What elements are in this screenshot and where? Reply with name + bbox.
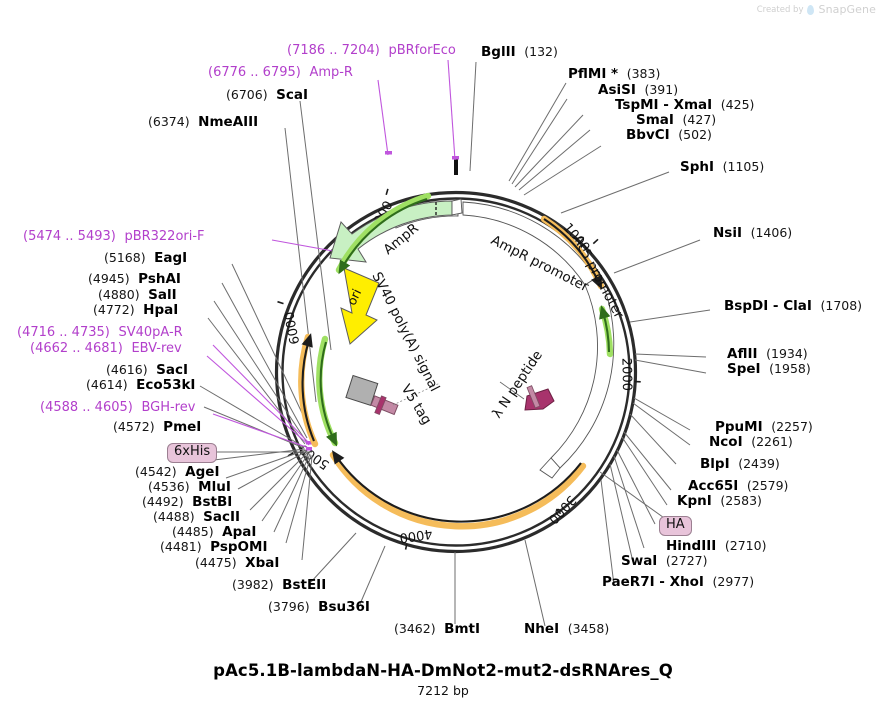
- enzyme-label-PaeR7I-XhoI: PaeR7I - XhoI (2977): [602, 574, 755, 590]
- feature-sv40-polya: [345, 374, 379, 407]
- enzyme-label-PshAI: (4945) PshAI: [88, 271, 181, 287]
- leader-lines-primers: [206, 59, 456, 449]
- enzyme-label-SpeI: SpeI (1958): [727, 361, 811, 377]
- enzyme-label-AgeI: (4542) AgeI: [135, 464, 220, 480]
- leader-lines-bottom: [310, 532, 546, 627]
- enzyme-label-Bsu36I: (3796) Bsu36I: [268, 599, 370, 615]
- enzyme-label-BstBI: (4492) BstBI: [142, 494, 233, 510]
- feature-label-sv40-polya: SV40 poly(A) signal: [368, 270, 442, 395]
- inner-direction-arrows: [298, 192, 614, 530]
- enzyme-label-NheI: NheI (3458): [524, 621, 610, 637]
- enzyme-label-NsiI: NsiI (1406): [713, 225, 793, 241]
- tick-label-6000: 6000: [282, 310, 303, 345]
- enzyme-label-BstEII: (3982) BstEII: [232, 577, 327, 593]
- feature-label-lambda-n-peptide: λ N peptide: [489, 348, 546, 422]
- primer-label-SV40pA-R: (4716 .. 4735) SV40pA-R: [17, 325, 183, 340]
- coordinate-ticks: [277, 188, 641, 550]
- created-by-label: Created by: [756, 4, 804, 15]
- enzyme-label-HindIII: HindIII (2710): [666, 538, 767, 554]
- leader-lines-left: [199, 100, 668, 561]
- feature-v5-tag: [370, 382, 441, 416]
- enzyme-label-BlpI: BlpI (2439): [700, 456, 780, 472]
- title-block: pAc5.1B-lambdaN-HA-DmNot2-mut2-dsRNAres_…: [0, 661, 886, 698]
- enzyme-label-SalI: (4880) SalI: [98, 287, 177, 303]
- primer-label-BGH-rev: (4588 .. 4605) BGH-rev: [40, 400, 196, 415]
- enzyme-label-SwaI: SwaI (2727): [621, 553, 708, 569]
- primer-label-pBR322ori-F: (5474 .. 5493) pBR322ori-F: [23, 229, 205, 244]
- leader-lines-top: [469, 61, 670, 214]
- enzyme-label-SphI: SphI (1105): [680, 159, 765, 175]
- plasmid-size: 7212 bp: [417, 683, 469, 698]
- feature-lambda-n-peptide: [499, 381, 555, 411]
- snapgene-credit: Created by SnapGene: [757, 3, 876, 16]
- tag-chip-6xHis: 6xHis: [167, 443, 218, 463]
- enzyme-label-BmtI: (3462) BmtI: [394, 621, 481, 637]
- enzyme-label-SmaI: SmaI (427): [636, 112, 717, 128]
- snapgene-drop-icon: [807, 4, 815, 15]
- enzyme-label-PpuMI: PpuMI (2257): [715, 419, 813, 435]
- leader-lines-right: [600, 239, 711, 586]
- enzyme-label-NmeAIII: (6374) NmeAIII: [148, 114, 259, 130]
- enzyme-label-AflII: AflII (1934): [727, 346, 808, 362]
- enzyme-label-BglII: BglII (132): [481, 44, 558, 60]
- enzyme-label-BbvCI: BbvCI (502): [626, 127, 712, 143]
- enzyme-label-Acc65I: Acc65I (2579): [688, 478, 789, 494]
- enzyme-label-MluI: (4536) MluI: [148, 479, 231, 495]
- enzyme-label-PmeI: (4572) PmeI: [113, 419, 202, 435]
- enzyme-label-ApaI: (4485) ApaI: [172, 524, 257, 540]
- enzyme-label-NcoI: NcoI (2261): [709, 434, 793, 450]
- enzyme-label-HpaI: (4772) HpaI: [93, 302, 179, 318]
- enzyme-label-SacI: (4616) SacI: [106, 362, 189, 378]
- enzyme-label-Eco53kI: (4614) Eco53kI: [86, 377, 196, 393]
- plasmid-title: pAc5.1B-lambdaN-HA-DmNot2-mut2-dsRNAres_…: [213, 661, 673, 680]
- primer-label-pBRforEco: (7186 .. 7204) pBRforEco: [287, 43, 456, 58]
- enzyme-label-SacII: (4488) SacII: [153, 509, 241, 525]
- enzyme-label-EagI: (5168) EagI: [104, 250, 188, 266]
- primer-label-Amp-R: (6776 .. 6795) Amp-R: [208, 65, 353, 80]
- feature-ac5-promoter: [462, 201, 615, 479]
- enzyme-label-PflMI: PflMI * (383): [568, 66, 661, 82]
- tick-label-2000: 2000: [618, 358, 634, 391]
- enzyme-label-AsiSI: AsiSI (391): [598, 82, 679, 98]
- enzyme-label-PspOMI: (4481) PspOMI: [160, 539, 268, 555]
- feature-label-ori: ori: [344, 286, 365, 307]
- snapgene-brand-label: SnapGene: [818, 3, 876, 16]
- enzyme-label-BspDI-ClaI: BspDI - ClaI (1708): [724, 298, 863, 314]
- enzyme-label-XbaI: (4475) XbaI: [195, 555, 280, 571]
- feature-ori: ori: [340, 267, 380, 345]
- tick-label-4000: 4000: [398, 525, 433, 544]
- enzyme-label-ScaI: (6706) ScaI: [226, 87, 309, 103]
- primer-label-EBV-rev: (4662 .. 4681) EBV-rev: [30, 341, 182, 356]
- enzyme-label-TspMI-XmaI: TspMI - XmaI (425): [615, 97, 755, 113]
- enzyme-label-KpnI: KpnI (2583): [677, 493, 762, 509]
- tag-chip-HA: HA: [659, 516, 692, 536]
